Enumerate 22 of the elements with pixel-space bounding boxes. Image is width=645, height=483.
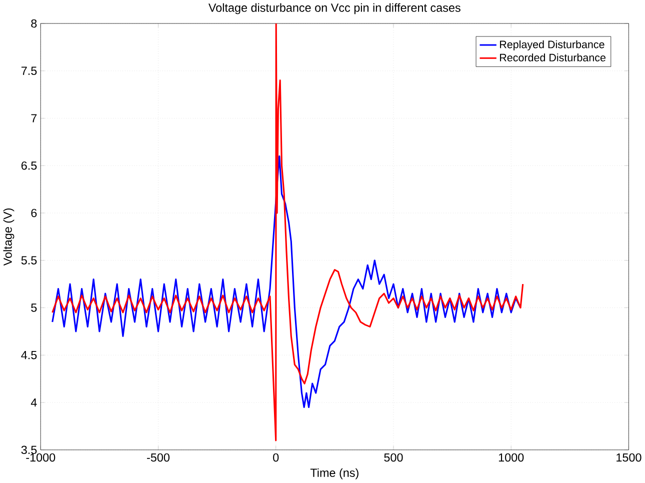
y-axis-title: Voltage (V) <box>3 208 14 266</box>
y-tick-label: 5 <box>31 304 37 312</box>
x-axis-title: Time (ns) <box>310 468 358 480</box>
x-tick-label: -500 <box>147 454 170 462</box>
x-tick-label: 1000 <box>498 454 524 462</box>
x-tick-label: -1000 <box>26 454 56 462</box>
y-tick-label: 5.5 <box>21 256 37 265</box>
y-tick-label: 4 <box>30 398 37 407</box>
chart-title: Voltage disturbance on Vcc pin in different cases <box>208 4 460 14</box>
legend-label: Recorded Disturbance <box>500 54 606 62</box>
y-tick-label: 7 <box>31 114 37 123</box>
x-tick-label: 1500 <box>616 454 642 462</box>
line-series <box>52 156 522 408</box>
y-tick-label: 7.5 <box>21 67 37 76</box>
y-tick-label: 3.5 <box>21 446 37 454</box>
x-tick-label: 0 <box>273 454 279 462</box>
y-tick-label: 4.5 <box>21 351 37 360</box>
y-tick-label: 6.5 <box>21 162 37 170</box>
legend-label: Replayed Disturbance <box>500 40 604 51</box>
y-tick-label: 8 <box>31 20 37 28</box>
x-tick-label: 500 <box>384 454 403 462</box>
y-tick-label: 6 <box>31 209 37 218</box>
